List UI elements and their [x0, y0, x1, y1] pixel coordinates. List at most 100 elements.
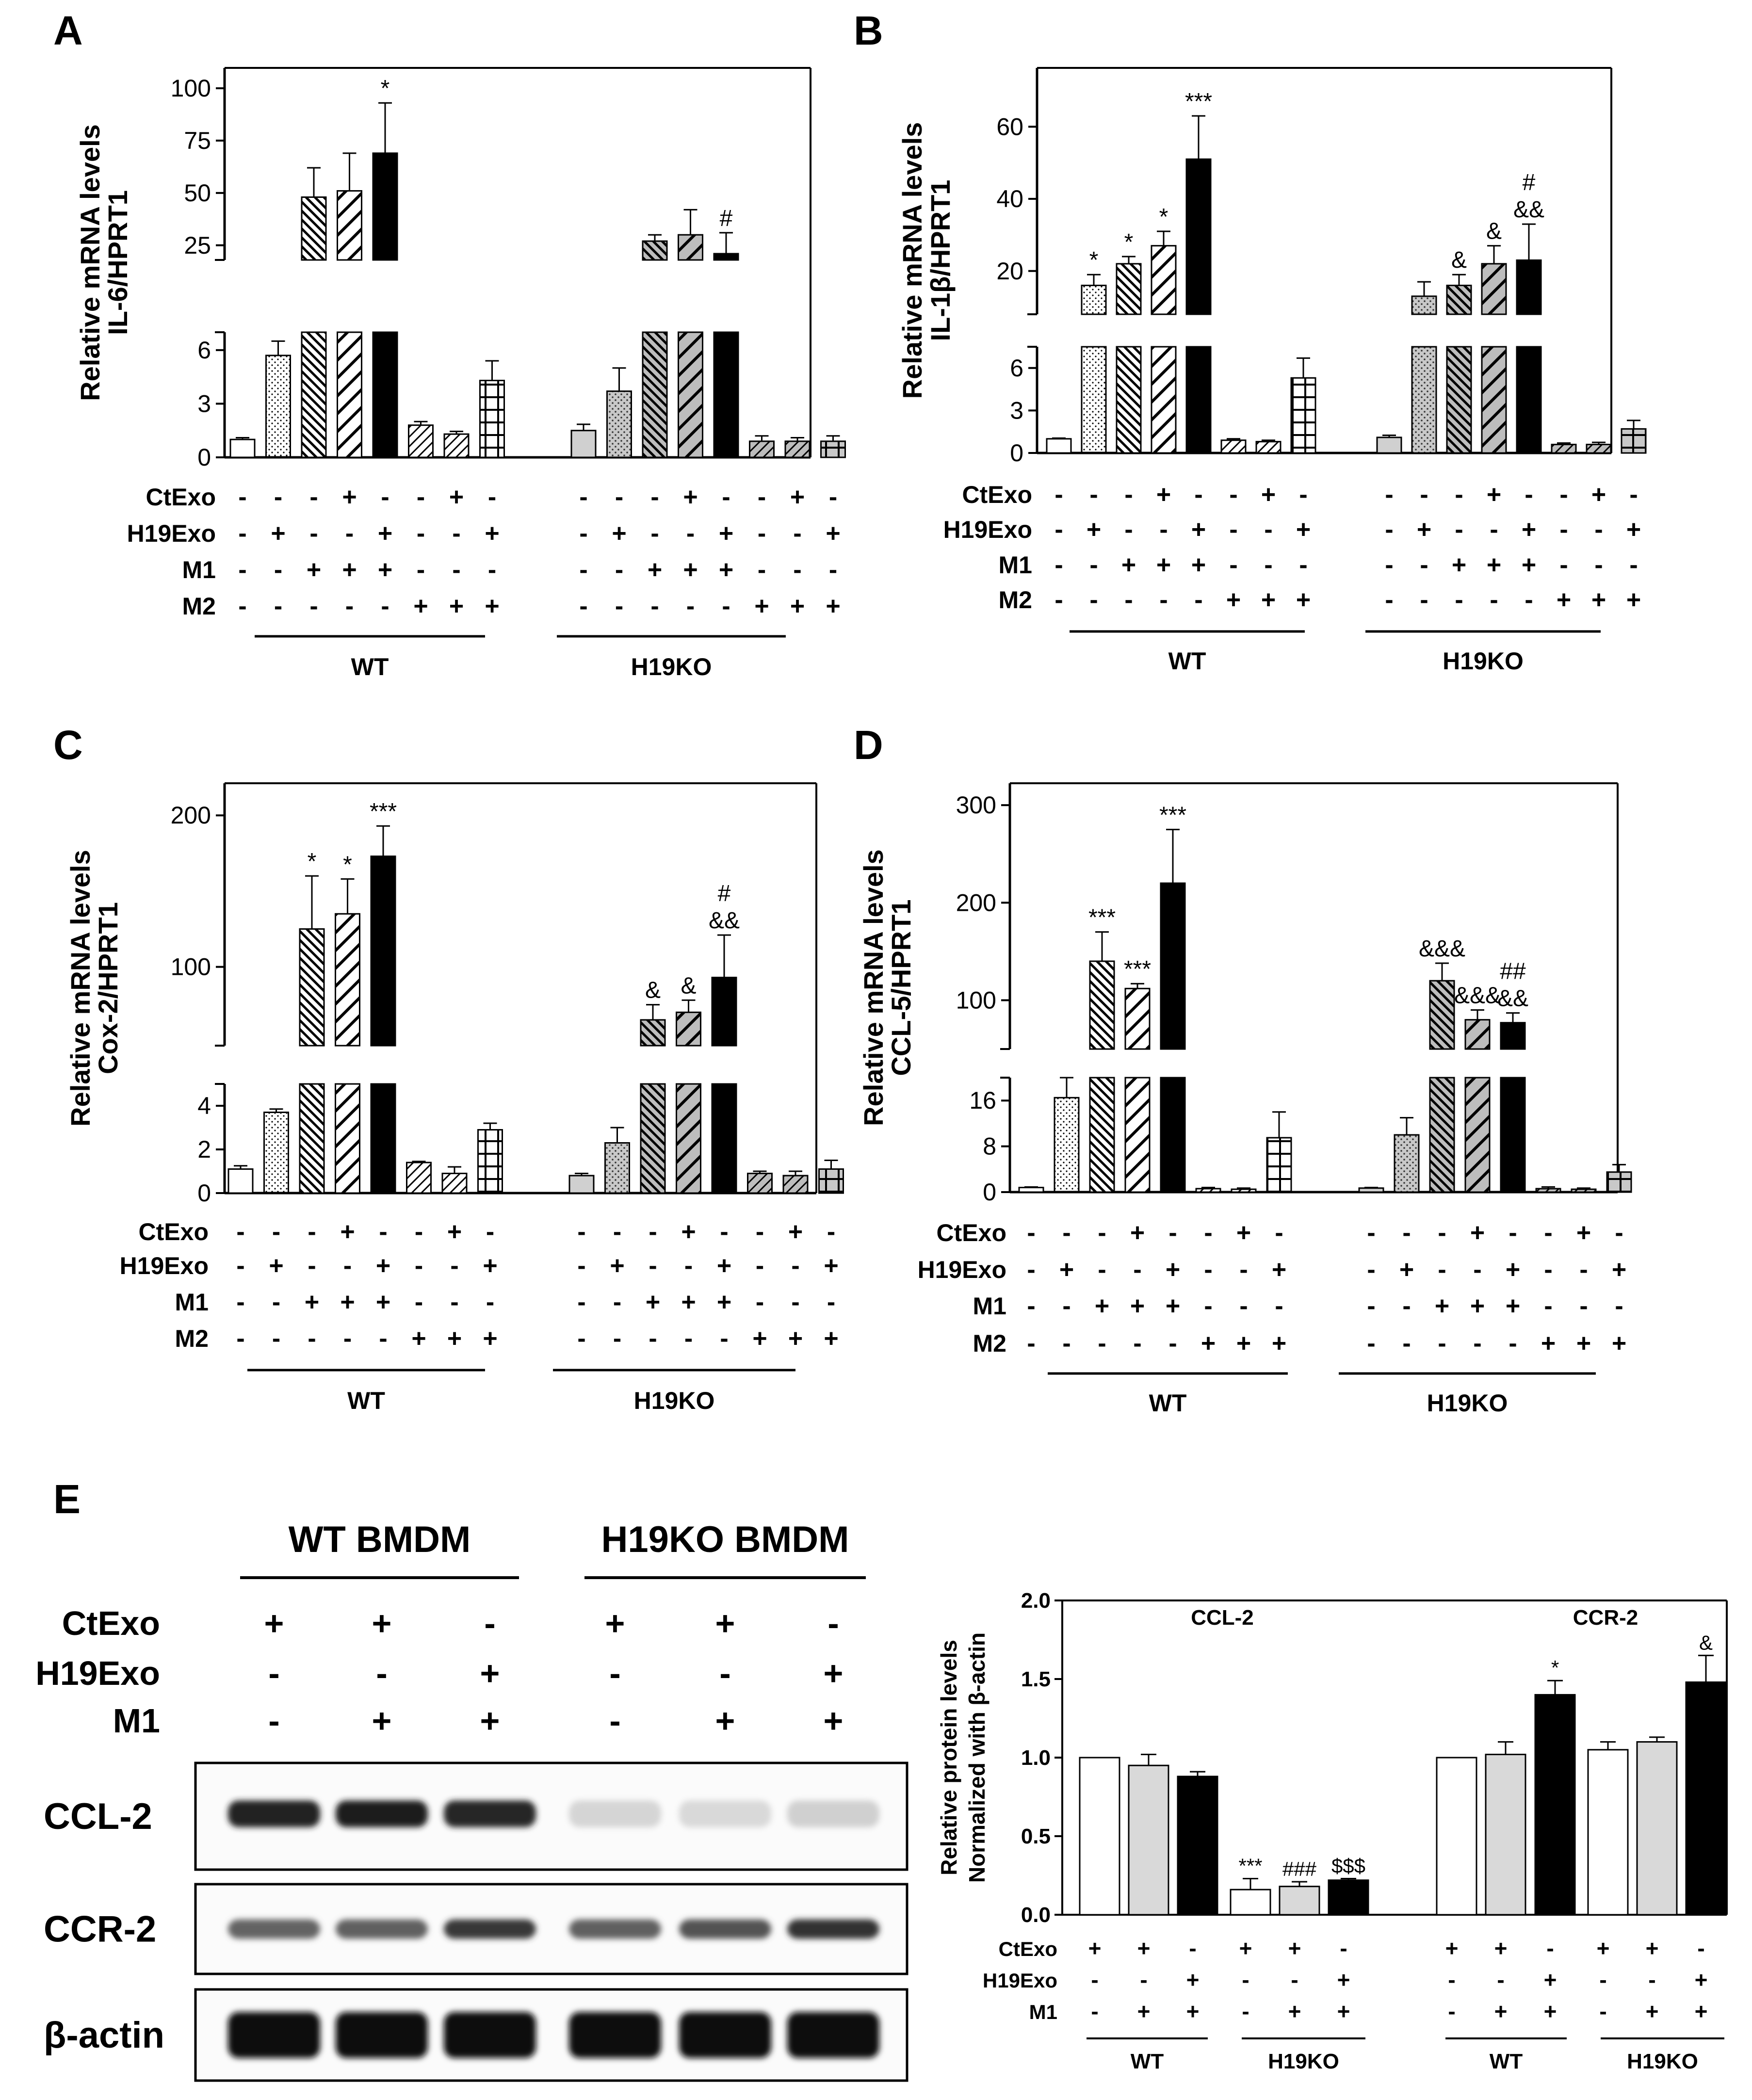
chart-ccl5: 0 8 16 100 200 300 Relative mRNA levelsCCL-5/H… [858, 782, 1632, 1417]
condition-sign: - [1648, 1967, 1655, 1992]
condition-row-label: H19Exo [918, 1256, 1006, 1283]
condition-sign: + [719, 519, 733, 548]
condition-sign: - [1559, 551, 1568, 579]
condition-sign: + [1095, 1292, 1109, 1320]
condition-sign: - [1062, 1292, 1071, 1320]
y-tick-label: 1.0 [1021, 1746, 1051, 1770]
bar [1411, 295, 1437, 315]
condition-sign: - [756, 1252, 764, 1280]
blot-band [444, 1919, 536, 1939]
condition-sign: - [615, 556, 623, 584]
condition-sign: - [1098, 1219, 1106, 1247]
condition-sign: - [615, 592, 623, 620]
bar [1195, 1188, 1221, 1193]
condition-sign: - [1594, 551, 1603, 579]
condition-sign: - [1089, 551, 1098, 579]
condition-sign: + [1236, 1219, 1251, 1247]
condition-sign: + [1288, 1936, 1301, 1961]
bar [784, 440, 811, 458]
condition-sign: - [1525, 481, 1533, 509]
y-tick-label: 6 [1010, 355, 1023, 382]
condition-sign: - [758, 483, 766, 511]
condition-sign: - [1420, 586, 1428, 614]
bar [1429, 980, 1455, 1050]
group-label: WT [1168, 647, 1206, 675]
y-tick-label: 0.0 [1021, 1903, 1051, 1927]
condition-sign: - [1204, 1256, 1212, 1284]
condition-sign: - [1385, 551, 1393, 579]
condition-sign: + [1522, 516, 1536, 544]
condition-sign: - [686, 519, 695, 548]
condition-sign: - [579, 556, 587, 584]
bar [1151, 245, 1177, 315]
bar [1621, 428, 1647, 454]
chart-protein-levels: 0.0 0.5 1.0 1.5 2.0 Relative protein levels No… [936, 1589, 1728, 2073]
condition-sign: + [1399, 1256, 1414, 1284]
condition-sign: - [1062, 1219, 1071, 1247]
bar [568, 1175, 595, 1194]
bar [818, 1168, 844, 1194]
condition-sign: - [1629, 551, 1638, 579]
bar [713, 253, 739, 261]
blot-row-label: β-actin [44, 2015, 164, 2056]
condition-sign: - [379, 1218, 387, 1246]
condition-sign: - [1275, 1219, 1283, 1247]
condition-sign: - [1168, 1329, 1177, 1357]
condition-sign: - [1367, 1292, 1375, 1320]
bar [1606, 1171, 1632, 1193]
condition-sign: - [684, 1252, 693, 1280]
y-tick-label: 0 [197, 444, 211, 471]
significance-mark: * [1159, 204, 1168, 230]
significance-mark: && [1513, 197, 1544, 223]
condition-sign: + [485, 519, 499, 548]
significance-mark: # [720, 206, 733, 231]
condition-sign: - [577, 1218, 585, 1246]
panel-letter-b: B [854, 8, 883, 53]
bar [227, 1168, 254, 1194]
condition-sign: - [649, 1252, 657, 1280]
condition-sign: - [1629, 481, 1638, 509]
significance-mark: *** [1238, 1854, 1262, 1877]
condition-sign: - [1054, 481, 1063, 509]
blot-condition-sign: - [268, 1654, 279, 1692]
y-axis-label: CCL-5/HPRT1 [886, 899, 916, 1076]
y-tick-label: 40 [996, 185, 1023, 212]
condition-sign: + [1522, 551, 1536, 579]
blot-condition-label: H19Exo [35, 1654, 160, 1692]
condition-sign: + [342, 556, 357, 584]
bar-lower-segment [1124, 1077, 1151, 1193]
condition-sign: - [1194, 586, 1202, 614]
condition-sign: + [411, 1325, 426, 1353]
bar-lower-segment [713, 331, 739, 458]
condition-sign: + [1186, 1999, 1200, 2024]
condition-sign: - [579, 483, 587, 511]
condition-sign: - [1367, 1219, 1375, 1247]
condition-sign: - [722, 592, 730, 620]
condition-sign: - [1367, 1329, 1375, 1357]
condition-sign: + [1087, 516, 1101, 544]
condition-sign: + [1612, 1256, 1626, 1284]
bar [370, 856, 396, 1047]
western-blot: WT BMDM H19KO BMDM CtExo + + - + + - H19Exo - - + - - +… [35, 1519, 908, 2082]
condition-sign: - [417, 519, 425, 548]
condition-sign: + [1470, 1219, 1485, 1247]
y-axis-label: Relative mRNA levels [858, 849, 889, 1126]
condition-sign: - [1229, 551, 1237, 579]
condition-sign: + [1272, 1329, 1286, 1357]
condition-sign: + [1612, 1329, 1626, 1357]
bar [1089, 960, 1115, 1050]
y-tick-label: 1.5 [1021, 1667, 1051, 1691]
blot-condition-sign: - [719, 1654, 730, 1692]
condition-sign: - [308, 1325, 316, 1353]
bar [265, 355, 291, 458]
condition-sign: + [1296, 516, 1311, 544]
condition-sign: - [238, 592, 246, 620]
condition-row-label: CtExo [146, 484, 216, 511]
condition-sign: - [1089, 586, 1098, 614]
condition-sign: - [579, 592, 587, 620]
y-axis-label: Relative protein levels [936, 1640, 961, 1875]
bar [1124, 987, 1151, 1050]
condition-sign: - [1091, 1967, 1098, 1992]
condition-sign: - [1448, 1967, 1455, 1992]
condition-sign: + [717, 1252, 731, 1280]
